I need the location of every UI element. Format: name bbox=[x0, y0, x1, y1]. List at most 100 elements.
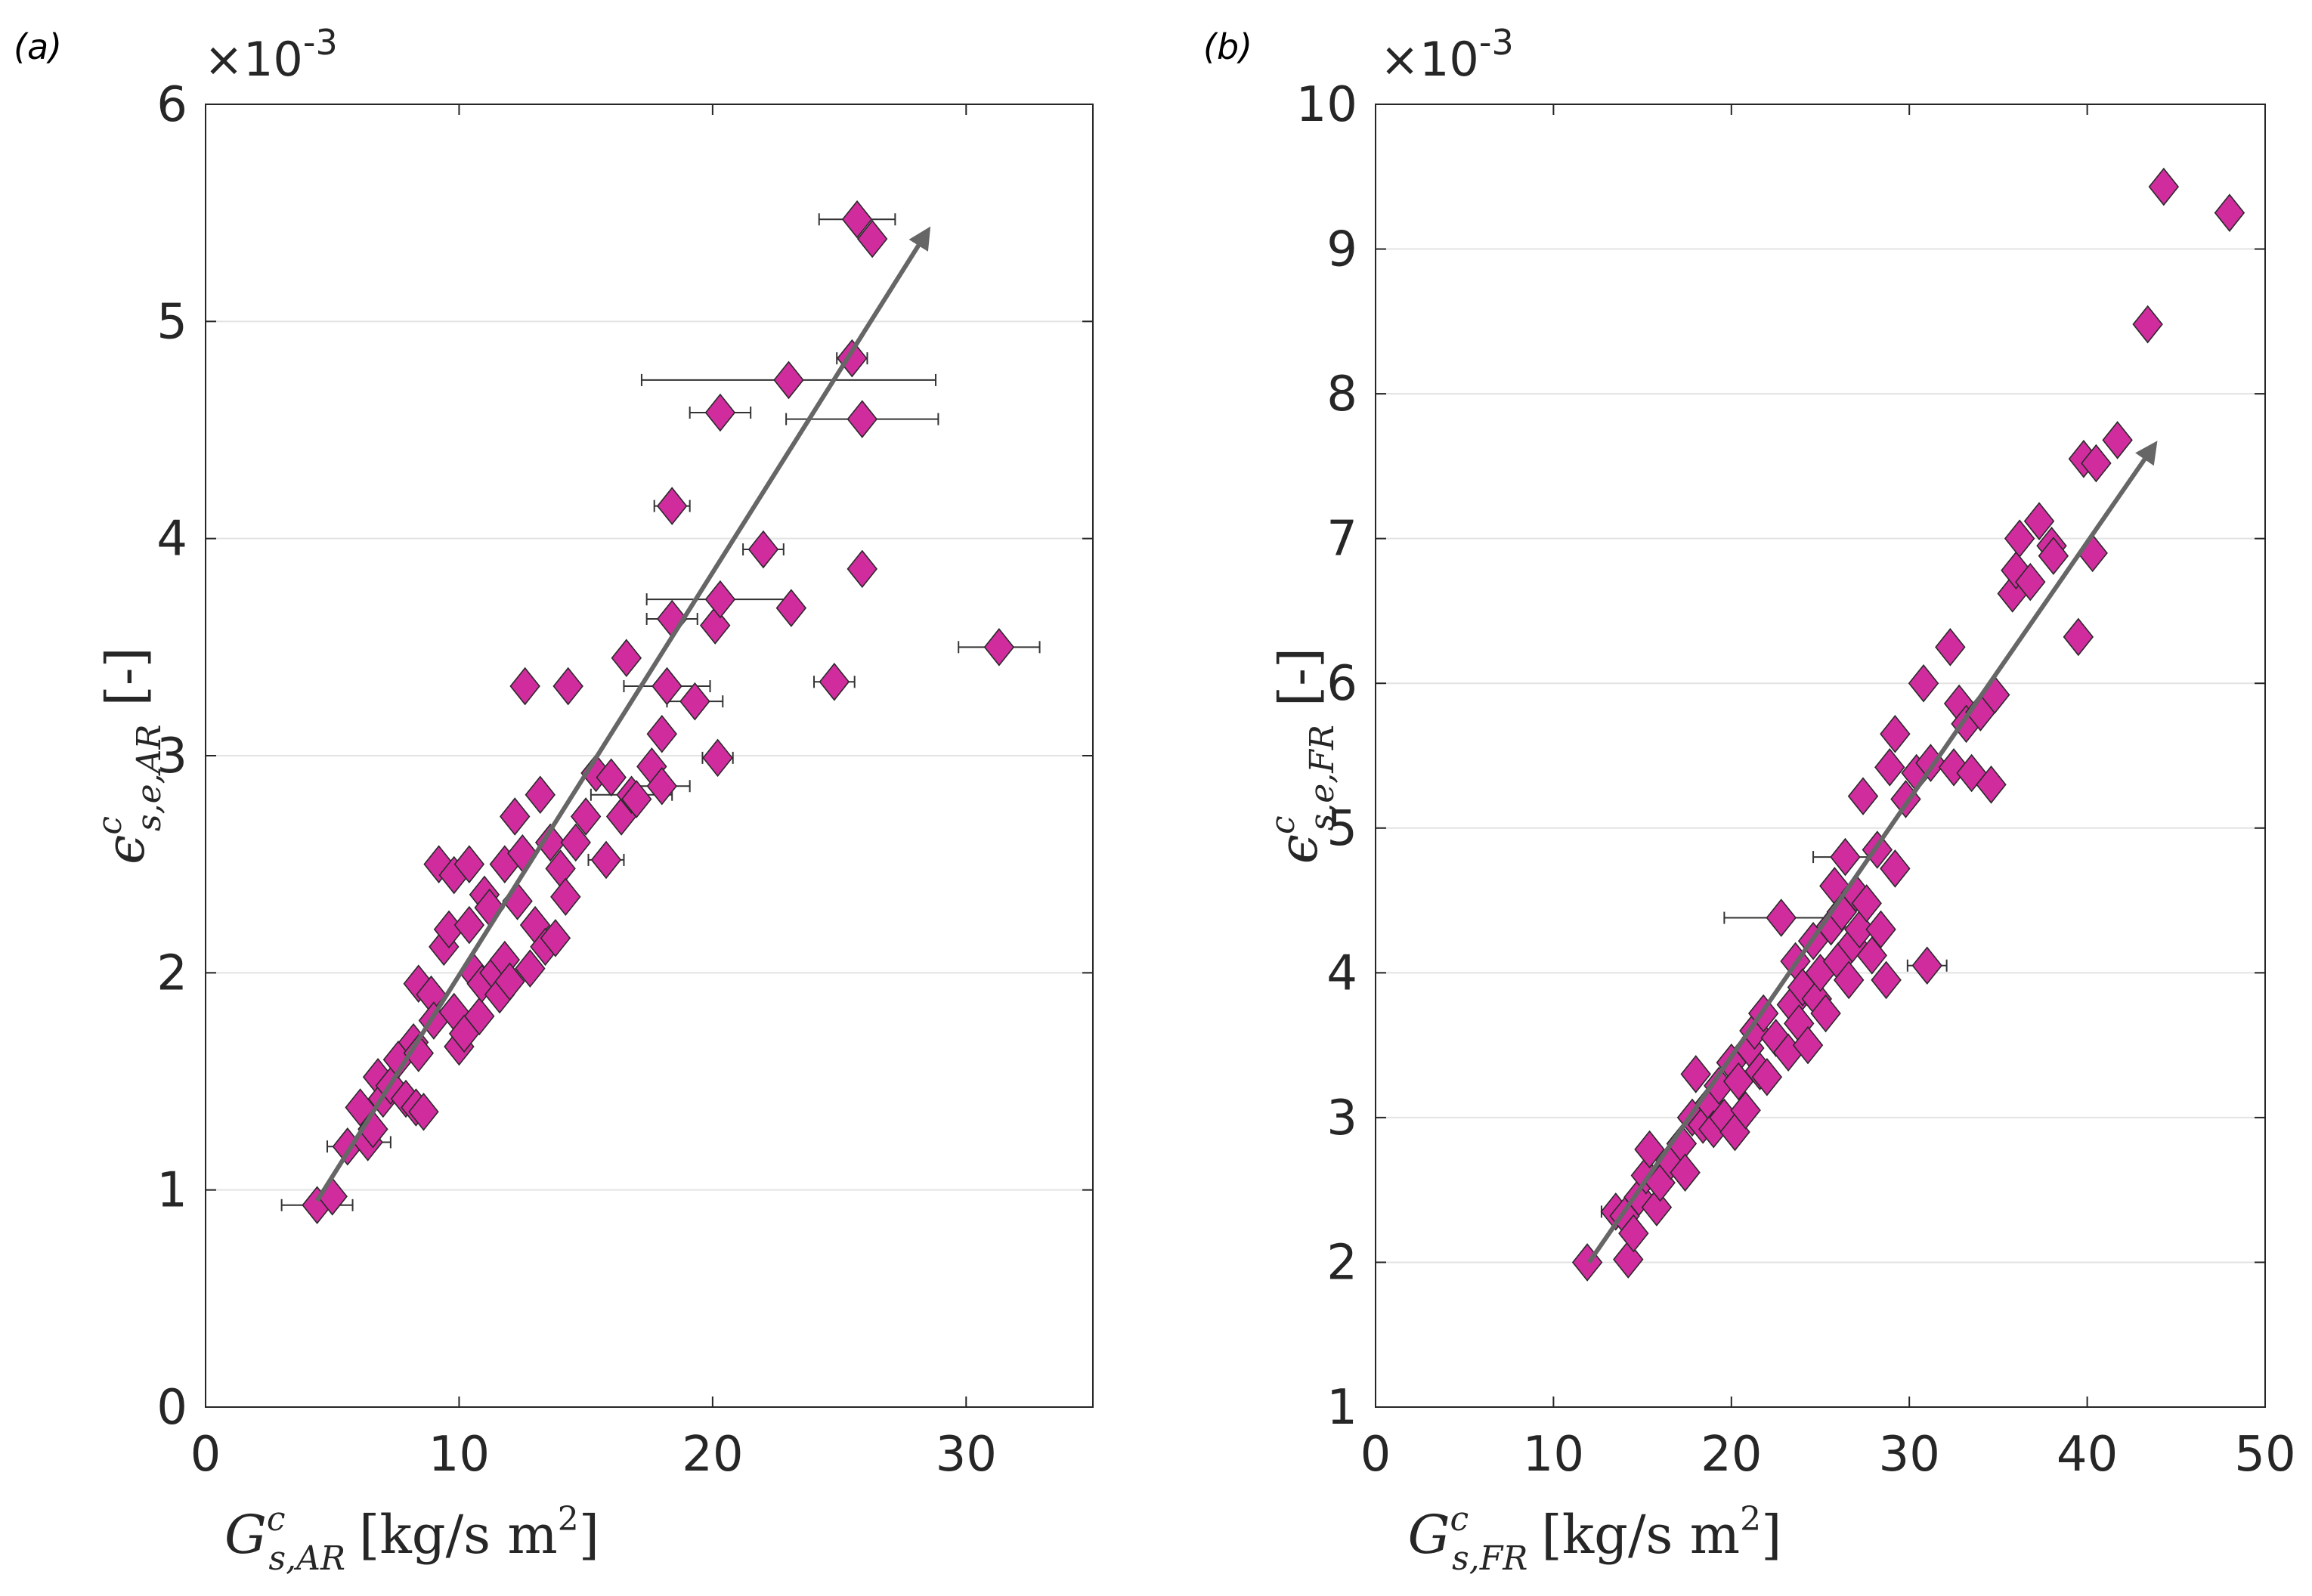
y-axis-label: ϵcs,e,FR [-] bbox=[1264, 648, 1342, 864]
data-point-diamond bbox=[509, 667, 540, 706]
data-point-diamond bbox=[841, 200, 873, 239]
data-point-diamond bbox=[652, 667, 682, 706]
data-point-diamond bbox=[560, 823, 591, 862]
data-point-diamond bbox=[1792, 1025, 1824, 1065]
y-label-symbol: ϵ bbox=[94, 835, 156, 865]
y-tick-label: 10 bbox=[1296, 77, 1357, 133]
x-label-sub: s,FR bbox=[1452, 1539, 1527, 1578]
y-label-symbol: ϵ bbox=[1267, 834, 1329, 864]
data-point-diamond bbox=[570, 797, 602, 836]
data-point-diamond bbox=[1670, 1153, 1701, 1192]
data-point-diamond bbox=[1810, 994, 1841, 1033]
y-tick-label: 6 bbox=[156, 77, 187, 133]
data-point-diamond bbox=[2214, 193, 2245, 232]
y-tick-label: 3 bbox=[1326, 1090, 1357, 1146]
x-axis-label: Gc s,FR [kg/s m2] bbox=[1408, 1500, 1782, 1578]
data-point-diamond bbox=[1880, 849, 1911, 888]
data-point-diamond bbox=[1751, 1057, 1783, 1096]
data-point-diamond bbox=[590, 840, 622, 880]
data-point-diamond bbox=[2081, 444, 2112, 483]
data-point-diamond bbox=[983, 628, 1015, 667]
y-tick-label: 5 bbox=[1326, 801, 1357, 857]
x-tick-label: 50 bbox=[2234, 1427, 2295, 1483]
data-point-diamond bbox=[2004, 519, 2035, 558]
data-point-diamond bbox=[494, 962, 525, 1001]
panel-label: (a) bbox=[14, 26, 62, 67]
data-point-diamond bbox=[837, 339, 868, 378]
x-tick-label: 20 bbox=[1701, 1427, 1762, 1483]
trend-arrow bbox=[1587, 441, 2158, 1264]
data-point-diamond bbox=[856, 219, 888, 258]
y-tick-label: 3 bbox=[156, 728, 187, 784]
data-point-diamond bbox=[1618, 1214, 1649, 1253]
y-exponent-power: -3 bbox=[1479, 22, 1514, 63]
y-tick-label: 4 bbox=[156, 512, 187, 568]
x-label-sup: c bbox=[1450, 1500, 1469, 1539]
y-exponent: ×10-3 bbox=[204, 22, 338, 87]
data-point-diamond bbox=[2148, 167, 2180, 206]
data-point-diamond bbox=[1908, 663, 1939, 703]
y-label-sup: c bbox=[91, 816, 129, 835]
data-point-diamond bbox=[1976, 766, 2007, 804]
y-tick-label: 1 bbox=[156, 1163, 187, 1219]
data-point-diamond bbox=[656, 487, 688, 525]
x-axis-ticks: 0 10 20 30 40 50 bbox=[1360, 104, 2296, 1483]
data-point-diamond bbox=[423, 845, 454, 883]
trend-arrow bbox=[315, 226, 931, 1202]
data-point-diamond bbox=[2038, 537, 2069, 575]
x-label-units: [kg/s m bbox=[359, 1504, 558, 1566]
x-label-symbol: G bbox=[224, 1504, 267, 1566]
data-point-diamond bbox=[453, 905, 485, 945]
y-tick-label: 5 bbox=[156, 294, 187, 350]
data-point-diamond bbox=[1634, 1130, 1665, 1169]
data-point-diamond bbox=[1766, 899, 1797, 937]
x-label-units-sup: 2 bbox=[1740, 1500, 1761, 1539]
data-point-diamond bbox=[499, 797, 531, 836]
data-point-diamond bbox=[702, 738, 733, 778]
data-point-diamond bbox=[646, 714, 677, 753]
x-label-sup: c bbox=[267, 1500, 286, 1539]
data-point-diamond bbox=[621, 780, 652, 818]
data-point-diamond bbox=[1847, 777, 1879, 815]
x-tick-label: 0 bbox=[190, 1427, 221, 1483]
data-point-diamond bbox=[2001, 551, 2032, 590]
y-exponent: ×10-3 bbox=[1380, 22, 1514, 87]
data-point-diamond bbox=[1874, 748, 1905, 787]
data-point-diamond bbox=[1911, 946, 1942, 985]
data-point-diamond bbox=[525, 775, 556, 815]
y-exponent-power: -3 bbox=[303, 22, 338, 63]
x-label-sub: s,AR bbox=[269, 1539, 345, 1578]
data-point-diamond bbox=[1880, 714, 1911, 753]
y-axis-ticks: 0 1 2 3 4 5 6 bbox=[156, 77, 1093, 1436]
data-point-diamond bbox=[534, 823, 566, 862]
data-point-diamond bbox=[552, 667, 583, 706]
x-tick-label: 30 bbox=[936, 1427, 997, 1483]
data-point-diamond bbox=[1613, 1240, 1644, 1279]
y-tick-label: 9 bbox=[1326, 222, 1357, 278]
x-label-symbol: G bbox=[1408, 1504, 1450, 1566]
grid-lines bbox=[1376, 248, 2265, 1264]
data-point-diamond bbox=[2132, 305, 2163, 344]
y-exponent-base: ×10 bbox=[1380, 32, 1479, 87]
data-point-diamond bbox=[408, 1092, 439, 1131]
data-point-diamond bbox=[550, 877, 581, 917]
data-point-diamond bbox=[2023, 502, 2055, 540]
plot-frame bbox=[1375, 104, 2266, 1408]
data-point-diamond bbox=[2102, 421, 2133, 459]
y-tick-label: 2 bbox=[1326, 1235, 1357, 1291]
data-point-diamond bbox=[846, 549, 877, 589]
y-label-units: [-] bbox=[94, 647, 156, 706]
data-point-diamond bbox=[1871, 960, 1902, 1000]
data-point-diamond bbox=[1830, 837, 1861, 877]
x-tick-label: 30 bbox=[1878, 1427, 1939, 1483]
data-point-diamond bbox=[2063, 617, 2094, 657]
y-label-sub: s,e,AR bbox=[130, 724, 169, 831]
data-point-diamond bbox=[1730, 1091, 1761, 1130]
data-point-diamond bbox=[846, 400, 877, 438]
panel-label: (b) bbox=[1203, 26, 1252, 67]
y-label-sup: c bbox=[1264, 815, 1302, 834]
y-label-sub: s,e,FR bbox=[1303, 725, 1342, 830]
data-point-diamond bbox=[1833, 960, 1865, 1000]
